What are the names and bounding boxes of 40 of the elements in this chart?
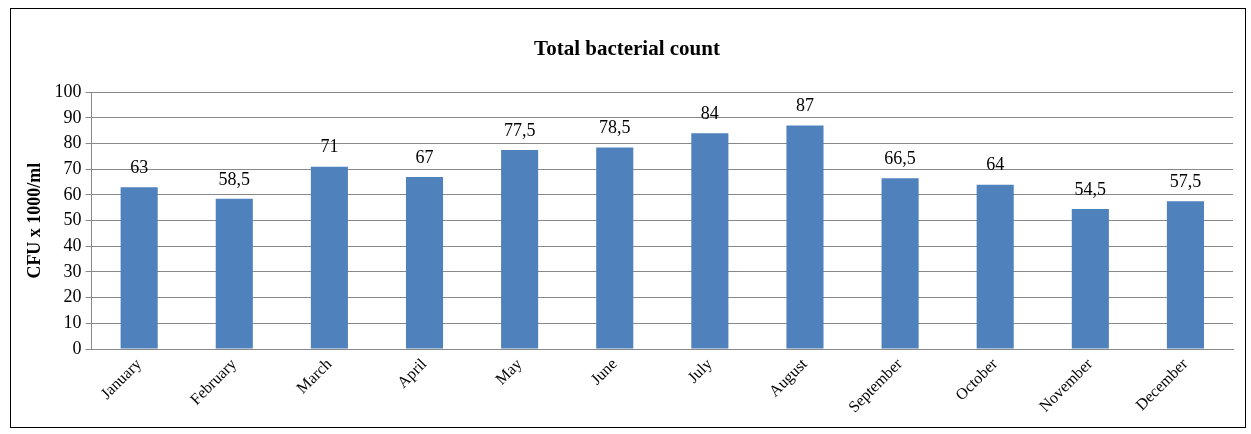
bar — [501, 149, 539, 349]
data-label: 57,5 — [1169, 171, 1202, 192]
y-tick-label: 80 — [63, 132, 82, 153]
bar — [1166, 201, 1204, 349]
bar — [1071, 209, 1109, 349]
y-axis-title: CFU x 1000/ml — [24, 162, 45, 279]
data-label: 84 — [700, 103, 719, 124]
y-tick-label: 50 — [63, 209, 82, 230]
bar — [405, 176, 444, 349]
bar — [976, 184, 1014, 349]
data-label: 87 — [795, 95, 814, 116]
bar — [215, 198, 253, 349]
data-label: 66,5 — [884, 147, 916, 168]
y-tick-label: 0 — [72, 337, 82, 358]
y-tick-label: 90 — [63, 106, 82, 127]
x-tick-label: June — [587, 354, 620, 388]
bar — [310, 166, 348, 349]
chart-title: Total bacterial count — [534, 36, 720, 61]
bar — [596, 147, 634, 349]
x-tick-label: July — [684, 354, 716, 387]
y-tick-label: 20 — [63, 286, 82, 307]
y-tick-label: 40 — [63, 235, 82, 256]
data-label: 77,5 — [503, 119, 536, 140]
bar — [691, 133, 729, 349]
bar — [881, 178, 919, 349]
bar — [786, 125, 824, 349]
y-tick-label: 10 — [63, 312, 82, 333]
data-label: 78,5 — [598, 117, 631, 138]
data-label: 64 — [986, 154, 1005, 175]
y-tick-label: 100 — [54, 80, 82, 101]
data-label: 58,5 — [218, 168, 251, 189]
data-label: 63 — [130, 156, 149, 177]
data-label: 67 — [415, 146, 434, 167]
y-tick-label: 30 — [63, 260, 82, 281]
x-tick-label: May — [491, 354, 526, 389]
data-label: 71 — [320, 136, 339, 157]
y-tick-label: 60 — [63, 183, 82, 204]
y-tick-label: 70 — [63, 157, 82, 178]
bar — [120, 187, 158, 349]
data-label: 54,5 — [1074, 178, 1107, 199]
